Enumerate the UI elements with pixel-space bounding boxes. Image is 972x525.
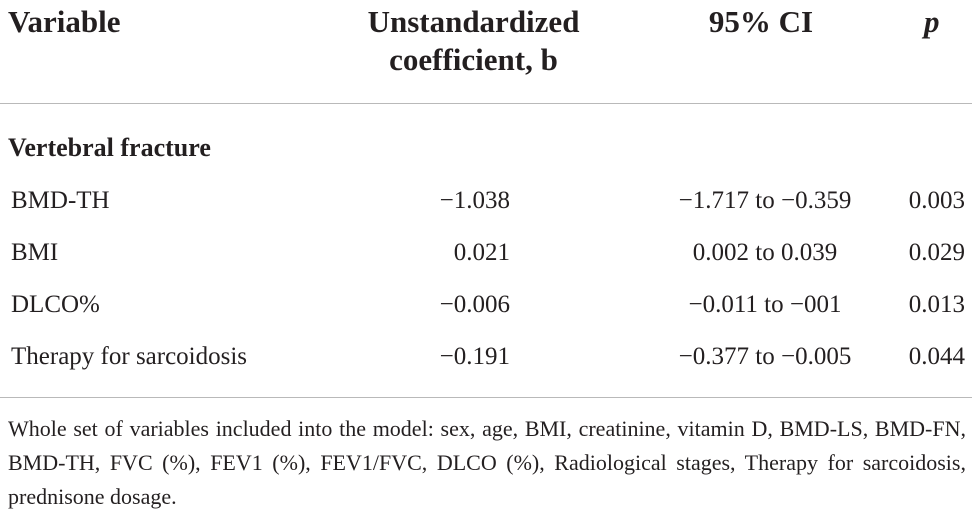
cell-p: 0.013	[908, 291, 965, 318]
table-footnote: Whole set of variables included into the…	[8, 416, 966, 509]
cell-variable: BMD-TH	[11, 187, 110, 214]
cell-p: 0.044	[908, 343, 965, 370]
table-header: Variable Unstandardized coefficient, b 9…	[0, 0, 972, 104]
header-p: p	[924, 4, 940, 39]
header-coefficient: Unstandardized coefficient, b	[346, 3, 601, 79]
cell-ci: −0.011 to −001	[688, 291, 842, 318]
cell-coefficient: 0.021	[453, 239, 510, 266]
section-label: Vertebral fracture	[8, 133, 211, 162]
cell-coefficient: −0.191	[439, 343, 510, 370]
header-ci: 95% CI	[708, 4, 814, 39]
cell-p: 0.003	[908, 187, 965, 214]
footer-divider	[0, 397, 972, 398]
table-row: BMI 0.021 0.002 to 0.039 0.029	[0, 236, 972, 270]
cell-ci: 0.002 to 0.039	[692, 239, 838, 266]
cell-p: 0.029	[908, 239, 965, 266]
header-variable: Variable	[8, 4, 121, 39]
header-coefficient-line2: coefficient, b	[389, 42, 558, 77]
table-row: BMD-TH −1.038 −1.717 to −0.359 0.003	[0, 184, 972, 218]
cell-variable: BMI	[11, 239, 59, 266]
table-row: Therapy for sarcoidosis −0.191 −0.377 to…	[0, 340, 972, 374]
cell-coefficient: −1.038	[439, 187, 510, 214]
cell-ci: −1.717 to −0.359	[678, 187, 852, 214]
cell-ci: −0.377 to −0.005	[678, 343, 852, 370]
cell-variable: Therapy for sarcoidosis	[11, 343, 248, 370]
cell-variable: DLCO%	[11, 291, 100, 318]
cell-coefficient: −0.006	[439, 291, 510, 318]
table-row: DLCO% −0.006 −0.011 to −001 0.013	[0, 288, 972, 322]
header-coefficient-line1: Unstandardized	[367, 4, 580, 39]
